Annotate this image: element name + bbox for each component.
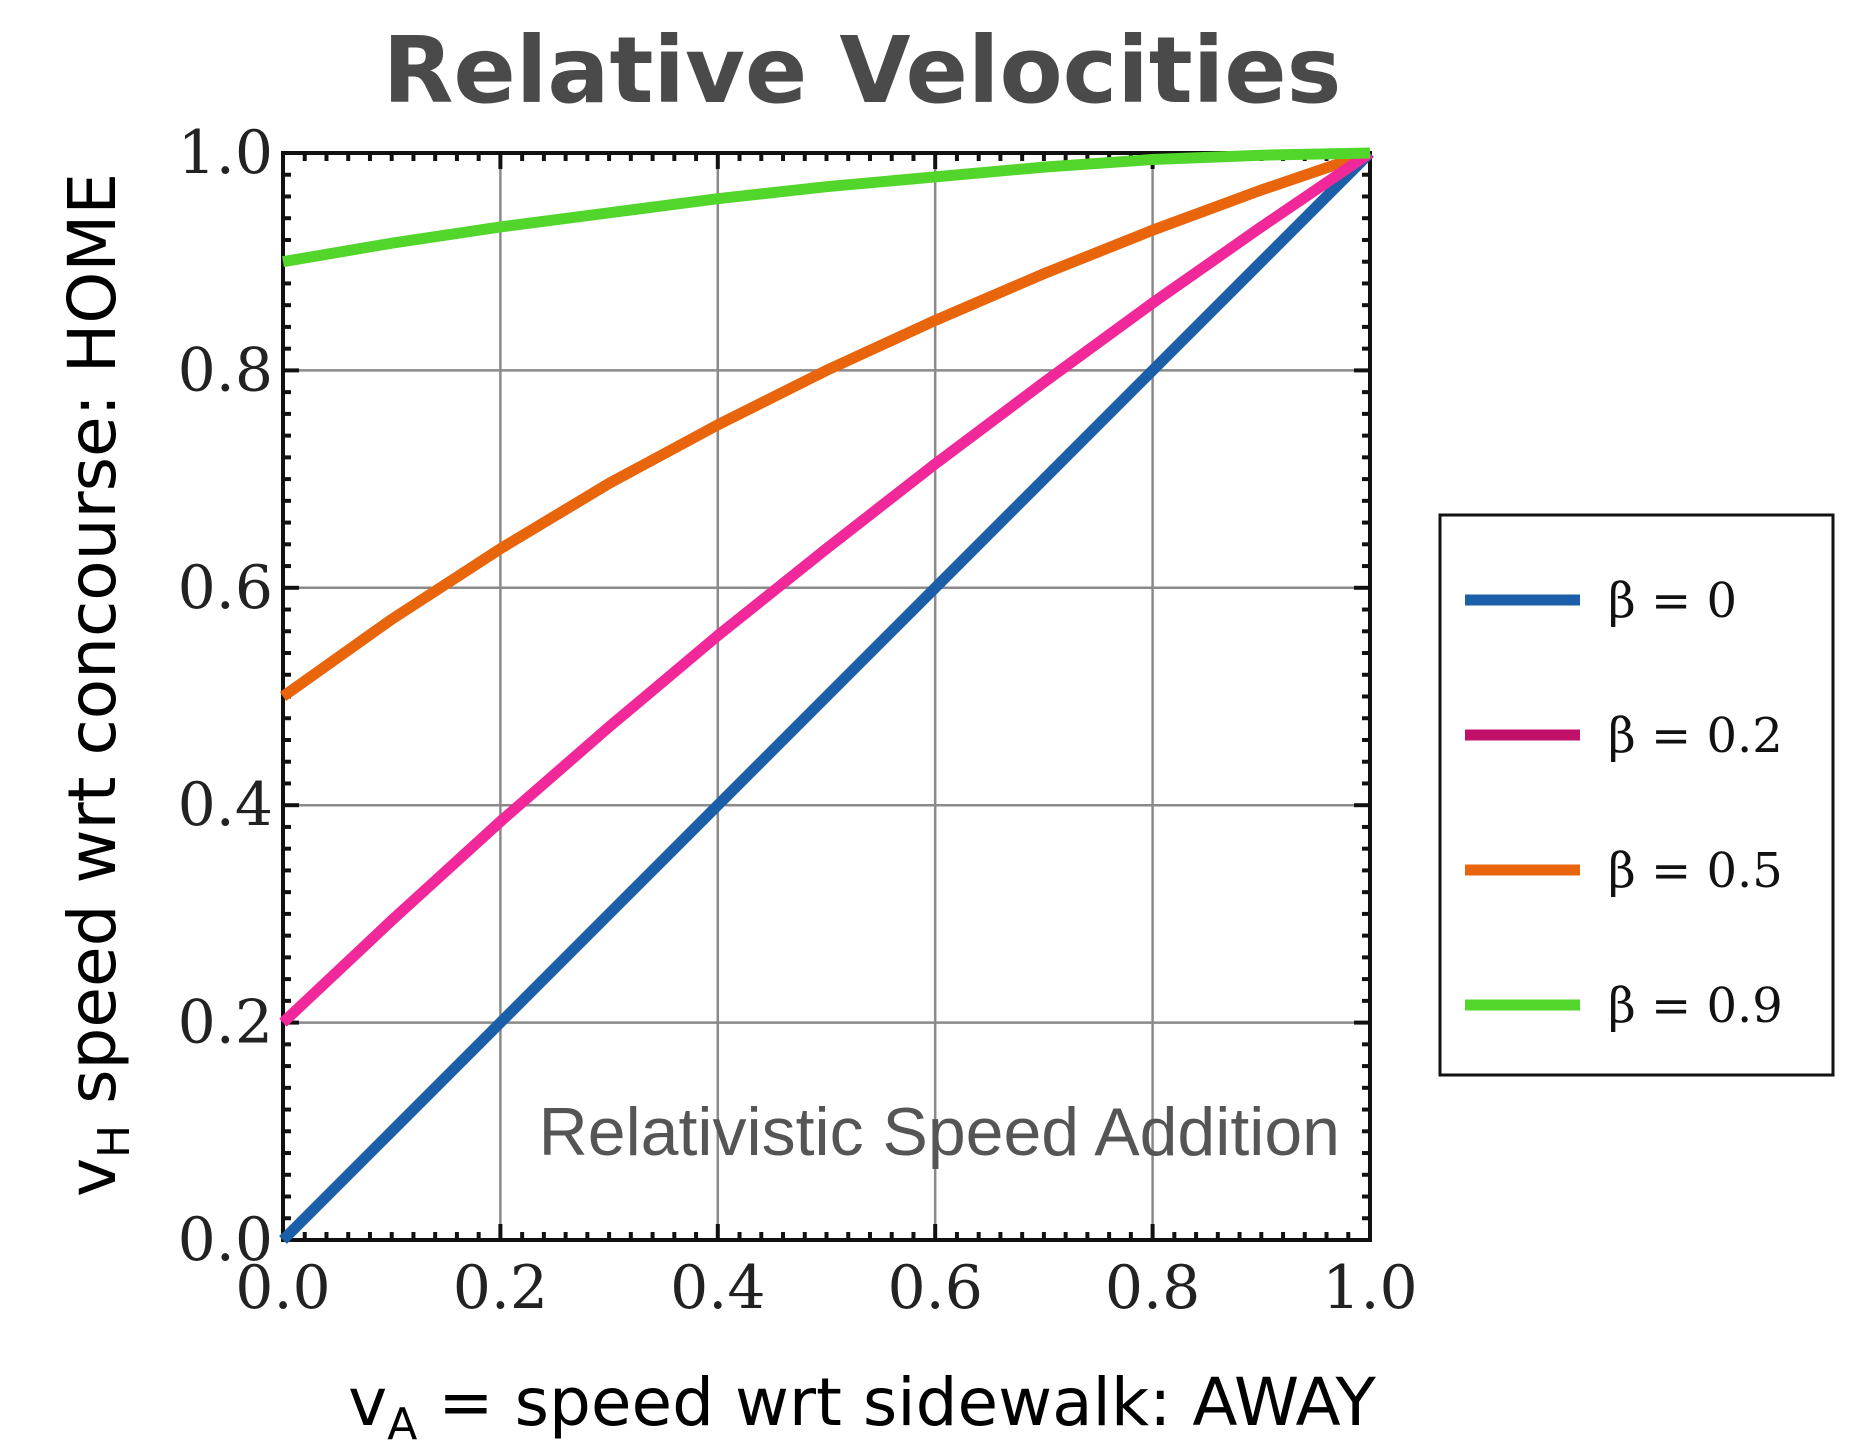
x-axis-label: vA = speed wrt sidewalk: AWAY [348,1364,1376,1448]
legend: β = 0 β = 0.2 β = 0.5 β = 0.9 [1438,513,1835,1077]
y-tick-label: 0.6 [178,553,273,623]
legend-label: β = 0 [1608,573,1737,629]
chart-title: Relative Velocities [383,17,1342,124]
y-label-sub: H [89,1125,140,1158]
annotation: Relativistic Speed Addition [539,1094,1340,1170]
x-tick-label: 0.2 [453,1253,548,1323]
legend-items: β = 0 β = 0.2 β = 0.5 β = 0.9 [1465,573,1783,1034]
grid [283,153,1370,1240]
y-label-main: v [54,1158,131,1197]
y-tick-label: 0.4 [178,770,273,840]
x-tick-label: 0.4 [670,1253,765,1323]
x-label-main: v [348,1364,387,1441]
y-tick-labels: 0.0 0.2 0.4 0.6 0.8 1.0 [178,118,273,1275]
x-label-sub: A [387,1399,417,1448]
x-tick-label: 0.8 [1105,1253,1200,1323]
y-axis-label: vH speed wrt concourse: HOME [54,173,140,1197]
axis-ticks [281,151,1372,1242]
x-label-rest: = speed wrt sidewalk: AWAY [417,1364,1376,1441]
series-line [279,149,1374,1244]
series-lines [279,147,1374,1244]
series-line [282,147,1371,268]
y-tick-label: 1.0 [178,118,273,188]
legend-label: β = 0.2 [1608,708,1783,764]
series-line [279,147,1372,701]
x-tick-label: 0.6 [887,1253,982,1323]
y-tick-label: 0.2 [178,988,273,1058]
y-label-rest: speed wrt concourse: HOME [54,173,131,1125]
x-tick-label: 1.0 [1322,1253,1417,1323]
legend-box [1438,513,1835,1077]
y-tick-label: 0.8 [178,335,273,405]
legend-label: β = 0.5 [1608,843,1783,899]
series-line [279,148,1374,1027]
y-tick-label: 0.0 [178,1205,273,1275]
x-tick-label: 0.0 [235,1253,330,1323]
legend-label: β = 0.9 [1608,978,1783,1034]
x-tick-labels: 0.0 0.2 0.4 0.6 0.8 1.0 [235,1253,1417,1323]
